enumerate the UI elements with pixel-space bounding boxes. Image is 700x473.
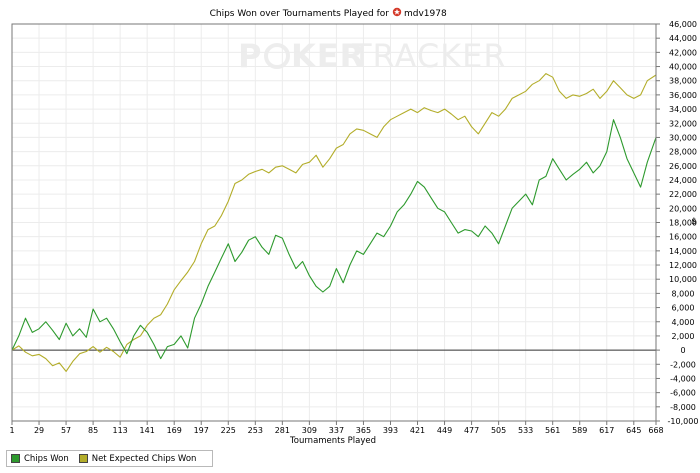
y-tick-label: -4,000: [670, 374, 696, 383]
y-tick-label: 32,000: [669, 119, 697, 128]
legend-item-chips-won: Chips Won: [11, 454, 69, 464]
player-name: mdv1978: [404, 9, 447, 19]
series-line-chips-won: [11, 119, 657, 360]
x-tick-label: 477: [464, 426, 479, 435]
y-tick-label: -10,000: [668, 417, 699, 426]
x-tick-label: 113: [112, 426, 127, 435]
x-axis-label: Tournaments Played: [289, 436, 376, 446]
y-tick-label: 38,000: [669, 77, 697, 86]
x-tick-label: 169: [167, 426, 182, 435]
x-tick-label: 617: [599, 426, 614, 435]
legend-label-net-expected: Net Expected Chips Won: [91, 453, 197, 464]
x-tick-label: 57: [61, 426, 71, 435]
y-tick-label: 42,000: [669, 48, 697, 57]
x-tick-label: 589: [572, 426, 587, 435]
y-tick-label: 20,000: [669, 204, 697, 213]
y-tick-label: -6,000: [670, 389, 696, 398]
x-tick-label: 645: [626, 426, 641, 435]
x-tick-label: 421: [410, 426, 425, 435]
chart-legend: Chips Won Net Expected Chips Won: [6, 450, 214, 467]
y-tick-label: 36,000: [669, 91, 697, 100]
y-tick-label: 12,000: [669, 261, 697, 270]
watermark-text-mid: KER: [291, 37, 365, 75]
x-tick-label: 561: [545, 426, 560, 435]
y-tick-label: 34,000: [669, 105, 697, 114]
y-tick-label: 22,000: [669, 190, 697, 199]
y-tick-label: 18,000: [669, 219, 697, 228]
x-axis: 1 29 57 85 113 141 169 197 225 253 281 309 337 365 393…: [9, 421, 664, 435]
x-tick-label: 365: [356, 426, 371, 435]
y-axis: -10,000 -8,000 -6,000 -4,000 -2,000 0 2,000 4,0…: [656, 20, 698, 426]
x-tick-label: 281: [275, 426, 290, 435]
watermark-text-right: TRACKER: [351, 37, 507, 75]
x-tick-label: 309: [302, 426, 317, 435]
y-tick-label: 30,000: [669, 133, 697, 142]
legend-item-net-expected: Net Expected Chips Won: [78, 453, 197, 464]
y-tick-label: 40,000: [669, 63, 697, 72]
y-tick-label: 8,000: [672, 289, 695, 298]
y-tick-label: 26,000: [669, 162, 697, 171]
x-tick-label: 533: [518, 426, 533, 435]
x-tick-label: 337: [329, 426, 344, 435]
y-tick-label: 2,000: [672, 332, 695, 341]
x-tick-label: 29: [34, 426, 44, 435]
y-axis-label: $: [691, 217, 696, 227]
y-tick-label: -2,000: [670, 360, 696, 369]
pokerstars-icon: [392, 7, 402, 17]
x-tick-label: 197: [194, 426, 209, 435]
x-tick-label: 141: [140, 426, 155, 435]
y-tick-label: 28,000: [669, 148, 697, 157]
y-tick-label: -8,000: [670, 403, 696, 412]
x-tick-label: 1: [9, 426, 14, 435]
x-tick-label: 393: [383, 426, 398, 435]
x-tick-label: 85: [88, 426, 98, 435]
series-layer: [11, 73, 657, 372]
x-tick-label: 225: [221, 426, 236, 435]
y-tick-label: 0: [680, 346, 685, 355]
y-tick-label: 16,000: [669, 233, 697, 242]
y-tick-label: 14,000: [669, 247, 697, 256]
y-tick-label: 24,000: [669, 176, 697, 185]
x-tick-label: 505: [491, 426, 506, 435]
y-tick-label: 4,000: [672, 318, 695, 327]
y-tick-label: 46,000: [669, 20, 697, 29]
legend-swatch-chips-won: [11, 454, 20, 463]
series-line-net-expected: [11, 73, 657, 372]
chart-title: Chips Won over Tournaments Played for md…: [210, 7, 447, 19]
y-tick-label: 44,000: [669, 34, 697, 43]
y-tick-label: 6,000: [672, 304, 695, 313]
x-tick-label: 449: [437, 426, 452, 435]
legend-label-chips-won: Chips Won: [24, 453, 69, 464]
x-tick-label: 253: [248, 426, 263, 435]
legend-swatch-net-expected: [78, 454, 88, 463]
chart-title-text: Chips Won over Tournaments Played for: [210, 9, 390, 19]
y-tick-label: 10,000: [669, 275, 697, 284]
x-tick-label: 668: [648, 426, 663, 435]
watermark-text-left: P: [238, 37, 262, 75]
